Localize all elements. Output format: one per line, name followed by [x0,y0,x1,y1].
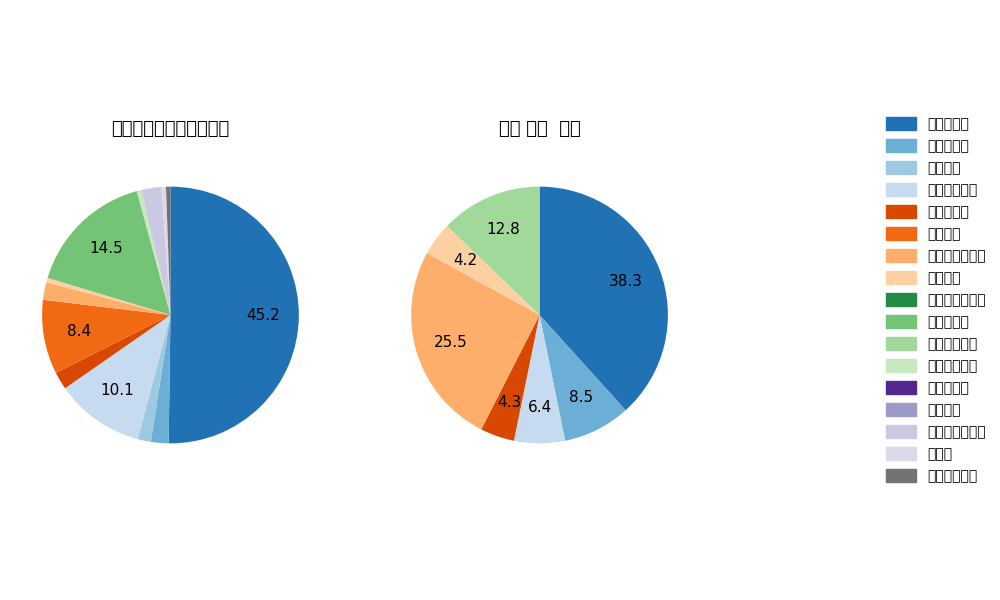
Title: セ・リーグ全プレイヤー: セ・リーグ全プレイヤー [111,120,230,138]
Text: 10.1: 10.1 [101,383,134,398]
Wedge shape [42,300,170,373]
Wedge shape [540,187,668,410]
Title: 石橋 康太  選手: 石橋 康太 選手 [499,120,580,138]
Wedge shape [447,187,540,315]
Wedge shape [46,278,170,315]
Text: 25.5: 25.5 [434,335,468,350]
Wedge shape [141,187,170,315]
Wedge shape [411,253,540,430]
Wedge shape [169,187,299,443]
Wedge shape [138,315,170,442]
Text: 14.5: 14.5 [89,241,123,256]
Wedge shape [481,315,540,441]
Text: 4.3: 4.3 [497,395,521,410]
Wedge shape [540,315,626,441]
Text: 12.8: 12.8 [486,223,520,238]
Wedge shape [427,226,540,315]
Text: 6.4: 6.4 [527,400,552,415]
Wedge shape [48,191,170,315]
Legend: ストレート, ツーシーム, シュート, カットボール, スプリット, フォーク, チェンジアップ, シンカー, 高速スライダー, スライダー, 縦スライダー, : ストレート, ツーシーム, シュート, カットボール, スプリット, フォーク,… [879,110,993,490]
Text: 45.2: 45.2 [246,308,280,323]
Wedge shape [166,187,170,315]
Wedge shape [56,315,170,388]
Text: 38.3: 38.3 [609,274,643,289]
Wedge shape [43,282,170,315]
Wedge shape [162,187,170,315]
Text: 8.5: 8.5 [569,390,593,405]
Wedge shape [137,190,170,315]
Wedge shape [65,315,170,439]
Wedge shape [151,315,170,443]
Text: 4.2: 4.2 [453,253,477,268]
Wedge shape [514,315,565,443]
Text: 8.4: 8.4 [67,323,92,338]
